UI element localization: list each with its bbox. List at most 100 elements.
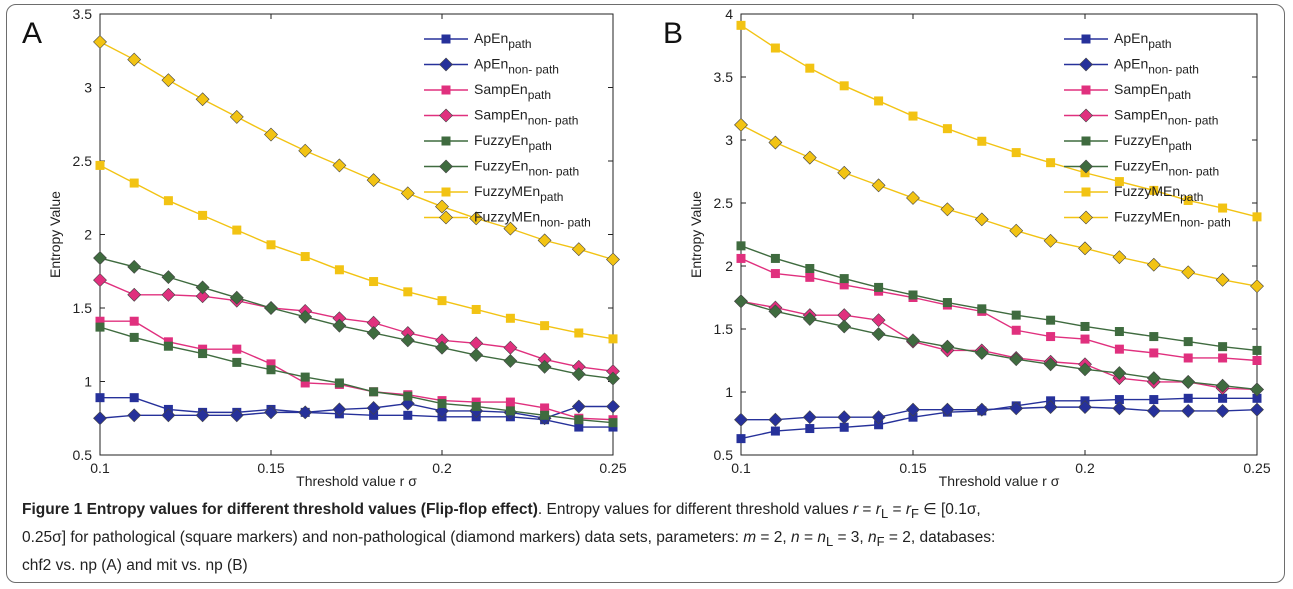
data-point — [1250, 279, 1264, 294]
caption-var-n: n — [791, 529, 800, 547]
legend-marker — [441, 187, 451, 197]
caption-sub-nF: F — [876, 534, 885, 550]
data-point — [837, 410, 852, 425]
series-fuzzymen-non-path — [734, 117, 1264, 294]
series-fuzzyen-non-path — [93, 251, 620, 386]
data-point — [908, 412, 918, 422]
legend-label-main: FuzzyEn — [1114, 158, 1168, 174]
data-point — [369, 410, 379, 420]
data-point — [608, 334, 618, 344]
legend-marker — [439, 57, 453, 72]
legend-label: ApEnnon- path — [1114, 56, 1199, 77]
data-point — [839, 280, 849, 290]
legend-label: ApEnpath — [1114, 30, 1172, 51]
data-point — [1009, 352, 1024, 367]
panel-label: B — [663, 17, 683, 50]
legend-item: FuzzyEnnon- path — [424, 158, 579, 179]
data-point — [129, 316, 139, 326]
caption-text: chf2 vs. np (A) and mit vs. np (B) — [22, 557, 248, 575]
data-point — [608, 418, 618, 428]
legend-label: FuzzyMEnpath — [1114, 183, 1203, 204]
data-point — [232, 344, 242, 354]
series-fuzzymen-non-path — [93, 35, 620, 267]
legend-item: ApEnnon- path — [1064, 56, 1199, 77]
data-point — [195, 92, 210, 107]
data-point — [437, 296, 447, 306]
data-point — [871, 178, 886, 193]
legend-label-subscript: path — [1180, 190, 1203, 204]
legend-label-subscript: non- path — [540, 216, 591, 230]
data-point — [1046, 158, 1056, 168]
series-line — [99, 279, 614, 372]
legend-label-main: FuzzyEn — [474, 158, 528, 174]
legend-marker — [1079, 57, 1093, 72]
data-point — [1011, 148, 1021, 158]
data-point — [574, 422, 584, 432]
data-point — [195, 280, 210, 295]
data-point — [435, 340, 449, 355]
data-point — [871, 313, 886, 328]
y-tick-label: 1.5 — [73, 300, 93, 316]
data-point — [768, 135, 783, 150]
data-point — [1146, 371, 1161, 386]
data-point — [1149, 332, 1159, 342]
data-point — [1078, 400, 1092, 415]
legend-marker — [441, 34, 451, 44]
data-point — [266, 359, 276, 369]
series-line — [99, 164, 614, 340]
data-point — [606, 252, 620, 267]
legend-label-main: FuzzyMEn — [474, 209, 540, 225]
x-tick-label: 0.1 — [731, 460, 751, 476]
series-line — [740, 300, 1258, 391]
data-point — [736, 434, 746, 444]
y-tick-label: 2.5 — [73, 153, 93, 169]
legend-label-main: SampEn — [474, 81, 528, 97]
data-point — [908, 111, 918, 121]
legend-marker — [441, 136, 451, 146]
data-point — [1218, 342, 1228, 352]
data-point — [1250, 402, 1264, 417]
data-point — [874, 420, 884, 430]
data-point — [95, 316, 105, 326]
data-point — [93, 35, 107, 49]
data-point — [906, 402, 920, 417]
series-line — [99, 257, 614, 380]
data-point — [942, 298, 952, 308]
data-point — [1043, 400, 1058, 415]
x-tick-label: 0.2 — [432, 460, 452, 476]
chart-panel-B: B 0.5 1 1.5 2 2.5 3 3.5 4 0.1 0.15 0.2 0.25 Threshold… — [663, 6, 1271, 489]
x-tick-label: 0.2 — [1075, 460, 1095, 476]
data-point — [298, 143, 313, 158]
legend-item: SampEnpath — [1064, 81, 1191, 102]
legend-marker — [439, 108, 453, 123]
data-point — [95, 160, 105, 170]
data-point — [571, 242, 586, 257]
legend-label-subscript: path — [528, 88, 551, 102]
data-point — [839, 422, 849, 432]
legend-marker — [1081, 187, 1091, 197]
legend-label-main: SampEn — [1114, 81, 1168, 97]
x-tick-label: 0.15 — [899, 460, 926, 476]
data-point — [1252, 356, 1262, 365]
data-point — [974, 346, 989, 360]
data-point — [300, 252, 310, 262]
legend-item: FuzzyEnpath — [1064, 132, 1192, 153]
figure-frame — [6, 4, 1285, 583]
data-point — [734, 412, 748, 427]
y-tick-label: 3 — [725, 132, 733, 148]
data-point — [95, 322, 105, 332]
data-point — [264, 301, 278, 315]
figure-charts: A 0.5 1 1.5 2 2.5 3 3.5 0.1 0.15 0.2 0.25 Threshold … — [22, 6, 1271, 489]
figure-caption: Figure 1 Entropy values for different th… — [22, 498, 1272, 578]
y-tick-label: 1 — [84, 374, 92, 390]
y-tick-label: 2 — [725, 258, 733, 274]
legend-label: SampEnpath — [1114, 81, 1191, 102]
data-point — [770, 253, 780, 263]
legend-label-main: FuzzyEn — [474, 132, 528, 148]
caption-nF-value: = 2, databases: — [884, 529, 996, 547]
data-point — [163, 341, 173, 351]
data-point — [537, 233, 552, 248]
data-point — [129, 178, 139, 188]
series-fuzzyen-non-path — [734, 294, 1264, 397]
